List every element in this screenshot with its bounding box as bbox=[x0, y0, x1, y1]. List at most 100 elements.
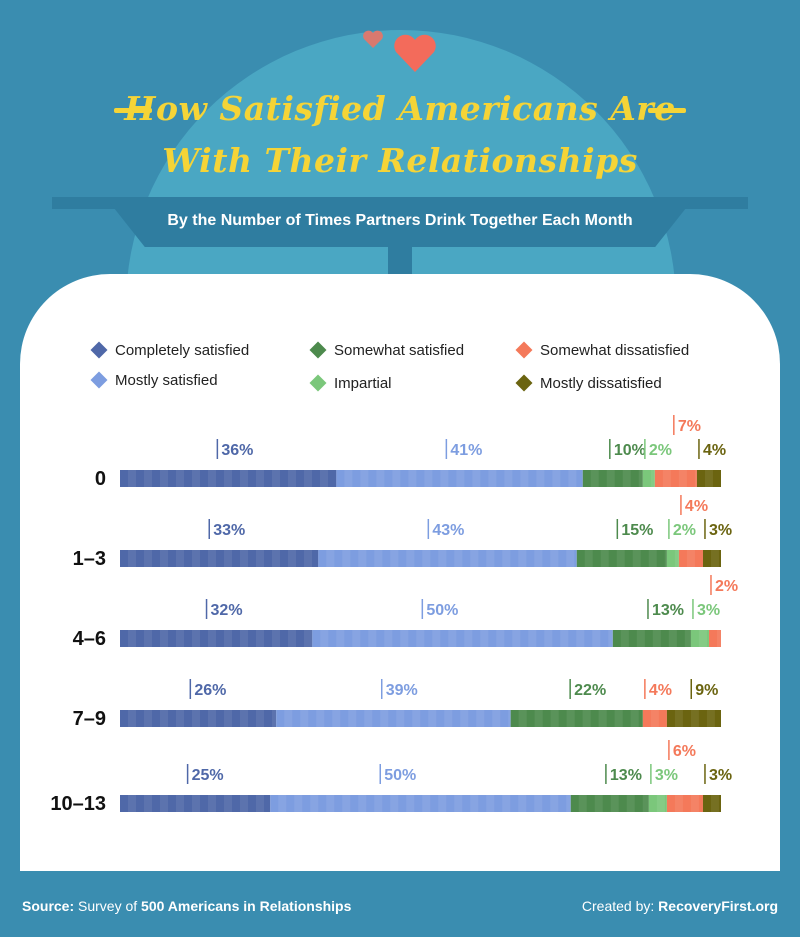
bar-stripe bbox=[512, 630, 521, 647]
bar-stripe bbox=[300, 710, 309, 727]
bar-stripe bbox=[412, 710, 421, 727]
bar-stripe bbox=[316, 710, 325, 727]
bar-stripe bbox=[128, 550, 136, 567]
bar-stripe bbox=[476, 710, 485, 727]
data-label: 3% bbox=[709, 522, 732, 539]
bar-stripe bbox=[704, 470, 713, 487]
bar-segment bbox=[642, 470, 655, 487]
bar-stripe bbox=[600, 550, 609, 567]
bar-stripe bbox=[208, 710, 216, 727]
data-label: 10% bbox=[614, 442, 646, 459]
bar-stripe bbox=[520, 470, 529, 487]
bar-stripe bbox=[192, 710, 200, 727]
bar-segment bbox=[678, 550, 703, 567]
bar-stripe bbox=[304, 470, 312, 487]
bar-stripe bbox=[566, 710, 575, 727]
bar-stripe bbox=[352, 630, 361, 647]
bar-stripe bbox=[518, 795, 527, 812]
bar-stripe bbox=[550, 710, 559, 727]
bar-stripe bbox=[632, 550, 641, 567]
bar-stripe bbox=[566, 795, 575, 812]
bar-stripe bbox=[224, 795, 232, 812]
legend-label: Mostly dissatisfied bbox=[540, 375, 662, 392]
data-label: 41% bbox=[450, 442, 482, 459]
bar-stripe bbox=[606, 470, 615, 487]
bar-stripe bbox=[710, 795, 719, 812]
bar-segment bbox=[612, 630, 691, 647]
bar-stripe bbox=[590, 470, 599, 487]
bar-stripe bbox=[224, 710, 232, 727]
data-label: 2% bbox=[649, 442, 672, 459]
bar-stripe bbox=[326, 550, 335, 567]
bar-segment bbox=[642, 710, 667, 727]
bar-stripe bbox=[438, 550, 447, 567]
bar-stripe bbox=[488, 470, 497, 487]
legend-marker-icon bbox=[309, 374, 327, 392]
bar-stripe bbox=[128, 710, 136, 727]
bar-segment bbox=[690, 630, 709, 647]
bar-stripe bbox=[240, 550, 248, 567]
bar-segment bbox=[120, 470, 337, 487]
bar-stripe bbox=[360, 470, 369, 487]
source-label: Source: bbox=[22, 898, 75, 914]
bar-stripe bbox=[652, 630, 661, 647]
legend-label: Completely satisfied bbox=[115, 342, 249, 359]
category-label: 0 bbox=[95, 468, 106, 490]
chart-card bbox=[20, 274, 780, 871]
bar-stripe bbox=[576, 630, 585, 647]
bar-stripe bbox=[176, 795, 184, 812]
bar-stripe bbox=[406, 795, 415, 812]
bar-stripe bbox=[376, 470, 385, 487]
bar-stripe bbox=[278, 795, 287, 812]
bar-stripe bbox=[160, 630, 168, 647]
bar-stripe bbox=[560, 630, 569, 647]
bar-stripe bbox=[460, 710, 469, 727]
title-line-2: With Their Relationships bbox=[162, 141, 638, 180]
data-label: 26% bbox=[194, 682, 226, 699]
bar-stripe bbox=[390, 550, 399, 567]
title-dash-left bbox=[114, 108, 152, 113]
bar-stripe bbox=[636, 630, 645, 647]
bar-stripe bbox=[144, 470, 152, 487]
bar-stripe bbox=[192, 795, 200, 812]
bar-stripe bbox=[392, 470, 401, 487]
bar-stripe bbox=[518, 550, 527, 567]
bar-stripe bbox=[642, 795, 651, 812]
bar-stripe bbox=[424, 470, 433, 487]
bar-stripe bbox=[492, 710, 501, 727]
bar-stripe bbox=[144, 630, 152, 647]
data-label: 2% bbox=[715, 578, 738, 595]
bar-stripe bbox=[192, 470, 200, 487]
bar-stripe bbox=[288, 630, 296, 647]
bar-stripe bbox=[620, 630, 629, 647]
bar-stripe bbox=[706, 710, 715, 727]
bar-stripe bbox=[240, 630, 248, 647]
subtitle-ribbon bbox=[110, 203, 690, 247]
bar-stripe bbox=[472, 470, 481, 487]
bar-stripe bbox=[454, 795, 463, 812]
legend-label: Somewhat dissatisfied bbox=[540, 342, 689, 359]
bar-stripe bbox=[690, 795, 699, 812]
bar-stripe bbox=[294, 795, 303, 812]
heart-small-icon bbox=[363, 30, 383, 48]
bar-stripe bbox=[416, 630, 425, 647]
bar-stripe bbox=[256, 470, 264, 487]
bar-segment bbox=[120, 795, 271, 812]
bar-stripe bbox=[456, 470, 465, 487]
sign-post bbox=[388, 247, 412, 276]
bar-stripe bbox=[310, 795, 319, 812]
bar-stripe bbox=[144, 710, 152, 727]
bar-stripe bbox=[550, 550, 559, 567]
bar-stripe bbox=[224, 470, 232, 487]
legend-marker-icon bbox=[309, 341, 327, 359]
data-label: 4% bbox=[685, 498, 708, 515]
bar-stripe bbox=[594, 795, 603, 812]
bar-stripe bbox=[648, 550, 657, 567]
bar-segment bbox=[696, 470, 721, 487]
bar-stripe bbox=[390, 795, 399, 812]
bar-stripe bbox=[518, 710, 527, 727]
bar-stripe bbox=[288, 470, 296, 487]
bar-stripe bbox=[344, 470, 353, 487]
bar-stripe bbox=[444, 710, 453, 727]
bar-stripe bbox=[638, 470, 647, 487]
